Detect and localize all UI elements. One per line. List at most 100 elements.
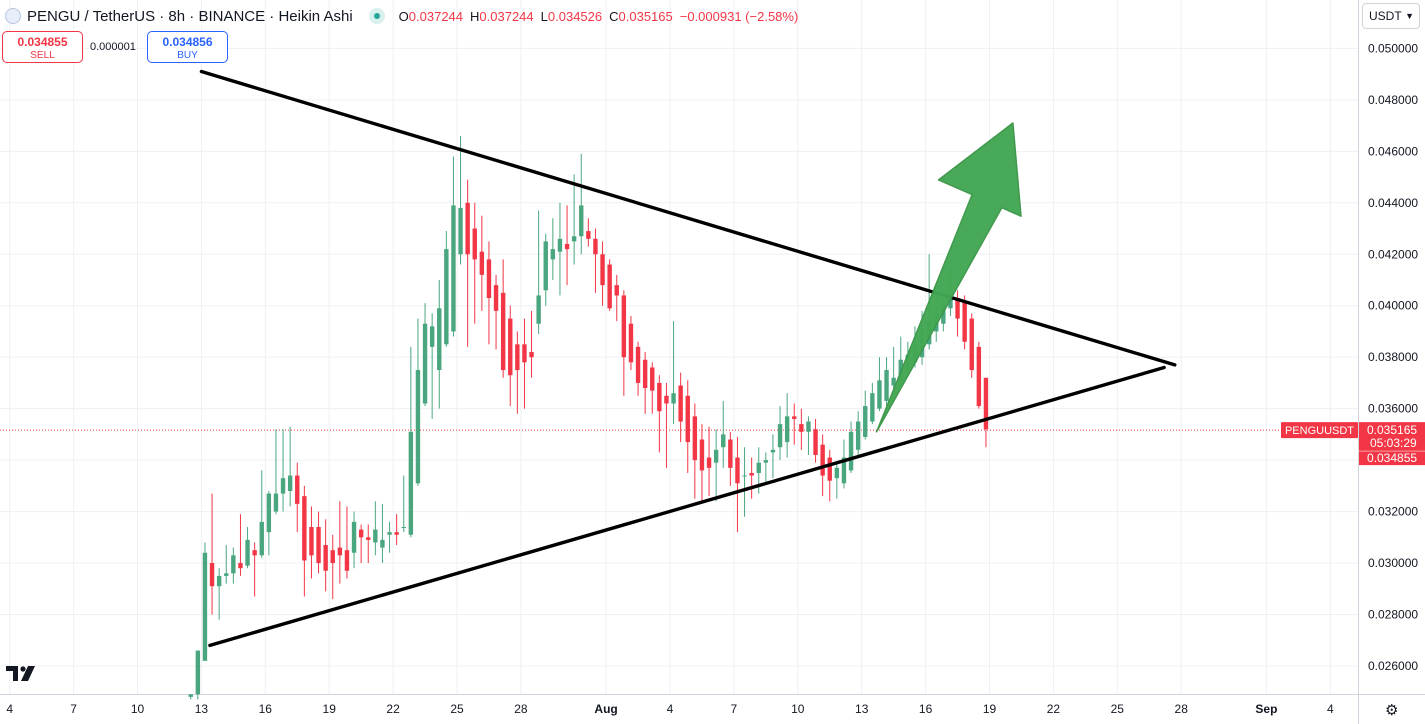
candle — [245, 527, 250, 569]
candle-body — [323, 545, 328, 571]
candle-body — [742, 475, 747, 477]
y-tick-label: 0.030000 — [1368, 556, 1418, 570]
buy-label: BUY — [177, 50, 198, 61]
candle — [664, 382, 669, 468]
candle — [841, 439, 847, 489]
candle-body — [593, 238, 598, 255]
x-tick-label: 22 — [386, 702, 400, 716]
x-tick-label: 13 — [195, 702, 209, 716]
candle-body — [458, 207, 463, 255]
candle-body — [834, 467, 840, 479]
candle — [699, 424, 705, 504]
candle — [295, 462, 300, 533]
candle — [742, 447, 747, 517]
candle-body — [586, 231, 591, 239]
candle — [337, 501, 343, 584]
ohlc-low-key: L — [540, 8, 548, 24]
candle-body — [373, 529, 378, 543]
ohlc-high-value: 0.037244 — [479, 8, 534, 24]
candle-body — [770, 449, 776, 453]
ohlc-values: O0.037244 H0.037244 L0.034526 C0.035165 … — [399, 9, 799, 24]
candle-body — [529, 352, 534, 358]
x-tick-label: 10 — [131, 702, 145, 716]
candle — [813, 418, 818, 463]
candle-body — [380, 539, 385, 548]
candle-body — [721, 434, 726, 448]
tradingview-logo-icon[interactable] — [6, 664, 38, 684]
candle-body — [848, 431, 854, 471]
candle — [302, 485, 307, 597]
candle-body — [422, 323, 428, 404]
up-arrow — [875, 122, 1022, 433]
candle-body — [252, 550, 257, 556]
candle — [387, 521, 392, 553]
buy-button[interactable]: 0.034856 BUY — [147, 31, 228, 63]
candle — [792, 403, 797, 445]
candle-body — [657, 382, 662, 412]
candle-body — [955, 297, 960, 319]
currency-selector[interactable]: USDT ▼ — [1362, 3, 1420, 29]
ohlc-close-value: 0.035165 — [618, 8, 673, 24]
candle-body — [202, 552, 208, 661]
sell-button[interactable]: 0.034855 SELL — [2, 31, 83, 63]
candle-body — [614, 285, 619, 296]
candle — [685, 380, 690, 473]
candle-body — [188, 694, 193, 697]
candle-body — [579, 205, 584, 237]
candle-body — [472, 228, 477, 260]
candle-body — [813, 429, 818, 455]
upper-trendline — [199, 69, 1177, 367]
candle — [650, 362, 655, 414]
x-tick-label: 22 — [1047, 702, 1061, 716]
candle-body — [671, 393, 676, 404]
candle — [962, 295, 967, 350]
candle — [500, 259, 506, 378]
candle — [422, 303, 428, 407]
candle — [493, 274, 499, 350]
candle-body — [351, 521, 357, 553]
candle — [344, 506, 350, 579]
candle-body — [820, 444, 825, 476]
countdown-tag: 05:03:29 — [1370, 436, 1417, 450]
candle — [444, 231, 449, 347]
candle — [380, 503, 385, 564]
candle — [366, 524, 371, 564]
candle-body — [621, 295, 627, 358]
candle-body — [216, 575, 222, 587]
candle — [848, 421, 854, 473]
candle — [678, 372, 683, 443]
candle — [735, 436, 740, 533]
candle-body — [366, 537, 371, 540]
candle — [401, 475, 406, 533]
candle — [508, 305, 513, 407]
candle — [373, 501, 378, 556]
candle-body — [763, 460, 769, 463]
gear-icon[interactable]: ⚙ — [1385, 702, 1399, 719]
symbol-title[interactable]: PENGU / TetherUS · 8h · BINANCE · Heikin… — [27, 7, 353, 25]
y-tick-label: 0.048000 — [1368, 93, 1418, 107]
candle — [550, 218, 556, 280]
candle — [870, 382, 875, 425]
candle — [777, 406, 783, 461]
candle-body — [479, 251, 485, 275]
x-tick-label: 25 — [1111, 702, 1125, 716]
candle-body — [628, 323, 634, 363]
candle — [642, 352, 648, 414]
candle-body — [962, 300, 967, 342]
candle-body — [287, 475, 293, 491]
candle — [529, 310, 534, 378]
candle — [522, 318, 527, 409]
candle — [671, 321, 676, 425]
candle-body — [522, 344, 527, 363]
candle — [884, 357, 889, 407]
candle — [231, 547, 236, 584]
candle — [635, 341, 641, 396]
candle-body — [508, 318, 513, 376]
candle — [976, 341, 982, 409]
candle — [557, 202, 563, 296]
candle-body — [713, 449, 719, 463]
candle-body — [245, 539, 250, 566]
ohlc-close-key: C — [609, 8, 619, 24]
candle — [429, 313, 435, 419]
